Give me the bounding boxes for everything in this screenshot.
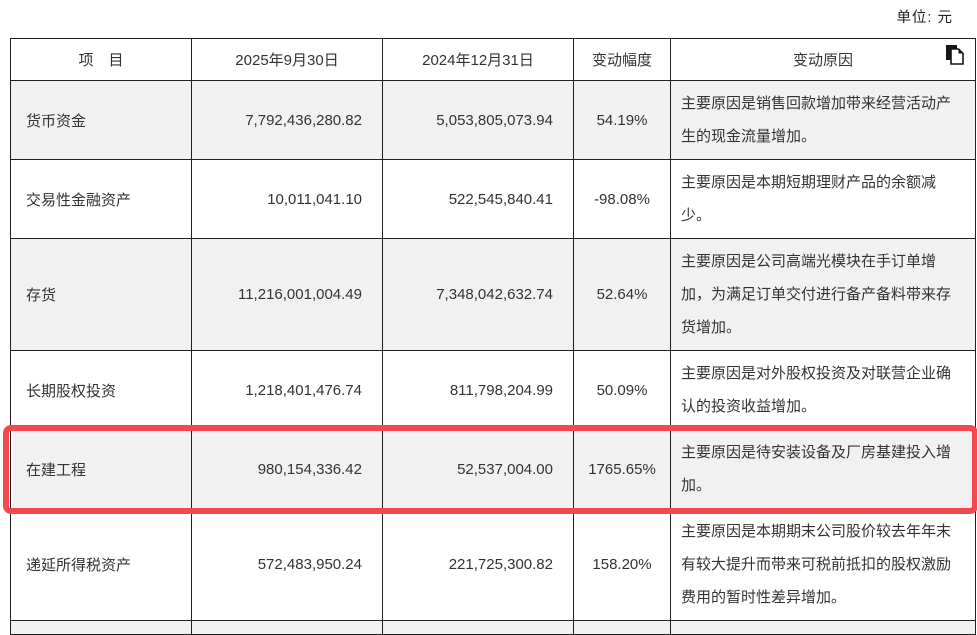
change-percent-cell: -98.08% bbox=[574, 160, 671, 239]
current-value-cell: 980,154,336.42 bbox=[192, 430, 383, 509]
table-row: 递延所得税资产 572,483,950.24 221,725,300.82 15… bbox=[11, 509, 976, 621]
prior-value-cell: 5,053,805,073.94 bbox=[383, 81, 574, 160]
copy-icon[interactable] bbox=[945, 44, 965, 66]
current-value-cell: 7,792,436,280.82 bbox=[192, 81, 383, 160]
current-value-cell: 572,483,950.24 bbox=[192, 509, 383, 621]
table-row bbox=[11, 621, 976, 635]
item-cell: 交易性金融资产 bbox=[11, 160, 192, 239]
header-row: 项 目 2025年9月30日 2024年12月31日 变动幅度 变动原因 bbox=[11, 39, 976, 81]
prior-value-cell: 7,348,042,632.74 bbox=[383, 239, 574, 351]
prior-value-cell: 811,798,204.99 bbox=[383, 351, 574, 430]
change-percent-cell: 54.19% bbox=[574, 81, 671, 160]
reason-cell: 主要原因是销售回款增加带来经营活动产生的现金流量增加。 bbox=[671, 81, 976, 160]
prior-value-cell: 522,545,840.41 bbox=[383, 160, 574, 239]
table-row: 存货 11,216,001,004.49 7,348,042,632.74 52… bbox=[11, 239, 976, 351]
item-cell: 在建工程 bbox=[11, 430, 192, 509]
item-cell: 长期股权投资 bbox=[11, 351, 192, 430]
table-row: 交易性金融资产 10,011,041.10 522,545,840.41 -98… bbox=[11, 160, 976, 239]
header-item: 项 目 bbox=[11, 39, 192, 81]
current-value-cell: 1,218,401,476.74 bbox=[192, 351, 383, 430]
table-row: 长期股权投资 1,218,401,476.74 811,798,204.99 5… bbox=[11, 351, 976, 430]
table-row: 货币资金 7,792,436,280.82 5,053,805,073.94 5… bbox=[11, 81, 976, 160]
reason-cell: 主要原因是本期短期理财产品的余额减少。 bbox=[671, 160, 976, 239]
item-cell: 货币资金 bbox=[11, 81, 192, 160]
current-value-cell: 11,216,001,004.49 bbox=[192, 239, 383, 351]
item-cell: 存货 bbox=[11, 239, 192, 351]
financial-changes-table: 项 目 2025年9月30日 2024年12月31日 变动幅度 变动原因 货币资… bbox=[10, 38, 976, 635]
header-change: 变动幅度 bbox=[574, 39, 671, 81]
change-percent-cell: 52.64% bbox=[574, 239, 671, 351]
reason-cell: 主要原因是待安装设备及厂房基建投入增加。 bbox=[671, 430, 976, 509]
table-row: 在建工程 980,154,336.42 52,537,004.00 1765.6… bbox=[11, 430, 976, 509]
header-reason: 变动原因 bbox=[671, 39, 976, 81]
item-cell: 递延所得税资产 bbox=[11, 509, 192, 621]
reason-cell: 主要原因是对外股权投资及对联营企业确认的投资收益增加。 bbox=[671, 351, 976, 430]
reason-cell: 主要原因是本期期末公司股价较去年年末有较大提升而带来可税前抵扣的股权激励费用的暂… bbox=[671, 509, 976, 621]
prior-value-cell: 221,725,300.82 bbox=[383, 509, 574, 621]
change-percent-cell: 50.09% bbox=[574, 351, 671, 430]
header-date-current: 2025年9月30日 bbox=[192, 39, 383, 81]
current-value-cell: 10,011,041.10 bbox=[192, 160, 383, 239]
header-date-prior: 2024年12月31日 bbox=[383, 39, 574, 81]
change-percent-cell: 1765.65% bbox=[574, 430, 671, 509]
prior-value-cell: 52,537,004.00 bbox=[383, 430, 574, 509]
reason-cell: 主要原因是公司高端光模块在手订单增加，为满足订单交付进行备产备料带来存货增加。 bbox=[671, 239, 976, 351]
unit-label: 单位: 元 bbox=[896, 6, 953, 27]
header-reason-label: 变动原因 bbox=[793, 52, 853, 69]
change-percent-cell: 158.20% bbox=[574, 509, 671, 621]
